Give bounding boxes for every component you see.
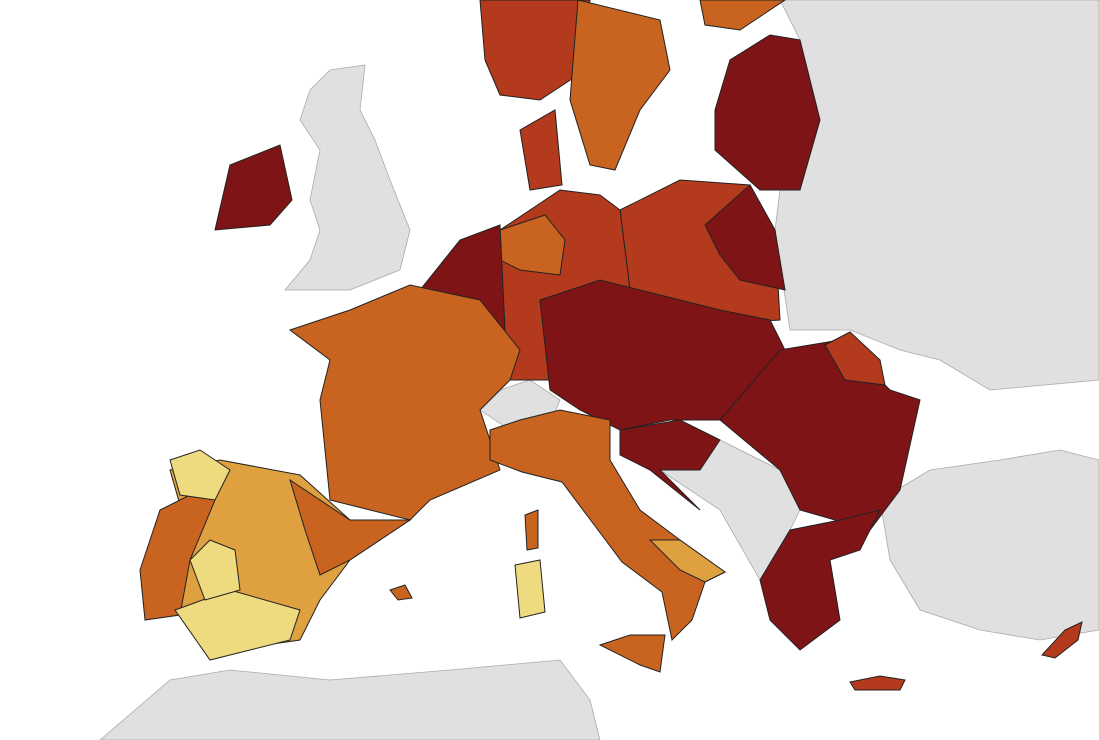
sweden: [569, 0, 671, 171]
galicia: [169, 449, 231, 501]
denmark: [519, 109, 563, 191]
spain-east: [289, 478, 412, 576]
great-britain: [284, 64, 411, 291]
balkans: [659, 439, 801, 581]
portugal: [139, 489, 216, 621]
croatia: [619, 419, 721, 511]
romania-bulgaria: [719, 339, 921, 531]
ireland: [214, 144, 293, 231]
castile: [189, 539, 241, 601]
norway: [479, 0, 591, 101]
crete: [849, 675, 906, 691]
balearics: [389, 584, 413, 601]
poland-east: [704, 184, 786, 291]
turkey: [879, 449, 1099, 641]
romania-east: [824, 331, 886, 386]
sardinia: [514, 559, 546, 619]
italy: [489, 409, 726, 642]
finland: [699, 0, 786, 31]
greece: [759, 509, 881, 651]
north-africa: [99, 659, 601, 740]
baltics: [714, 34, 821, 191]
sicily: [598, 634, 666, 673]
cyprus: [1041, 621, 1083, 659]
apulia: [648, 539, 726, 583]
corsica: [524, 509, 539, 551]
